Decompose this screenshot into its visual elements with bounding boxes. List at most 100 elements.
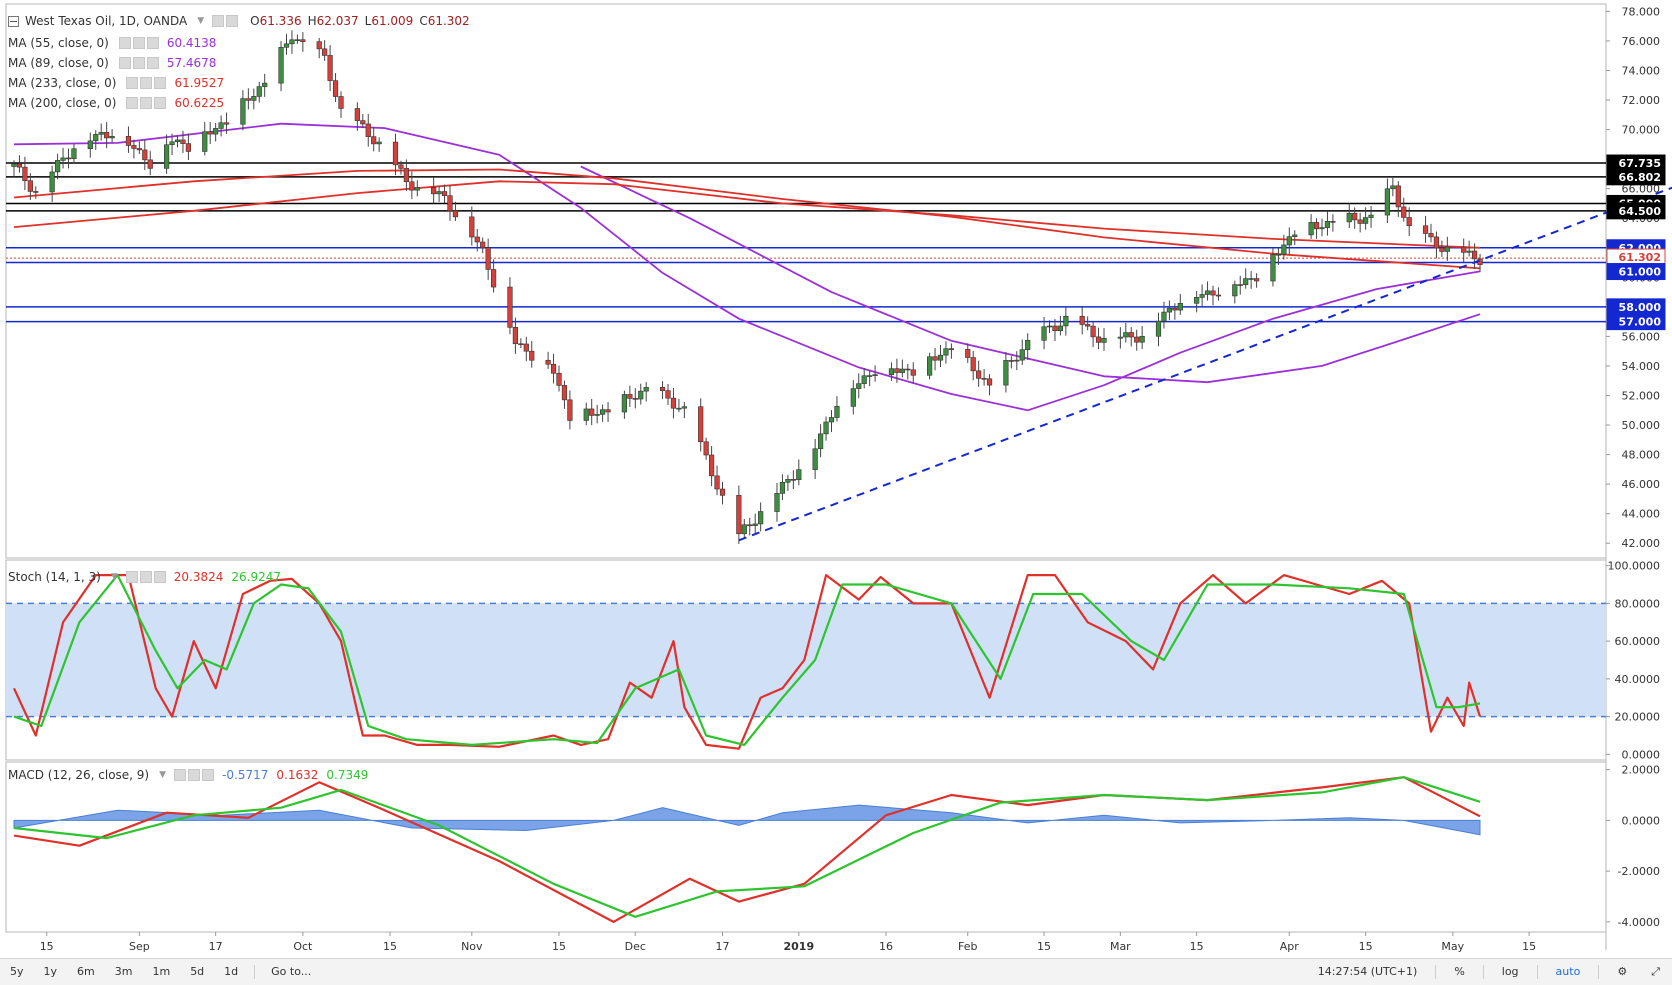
close-icon[interactable] [146,37,159,49]
candle-body [164,144,170,169]
range-1d[interactable]: 1d [224,965,239,978]
percent-toggle[interactable]: % [1454,965,1465,978]
candle-body [714,475,720,490]
price-label-box [1606,313,1666,331]
candle-body [185,143,192,152]
candle-body [436,191,442,195]
candle-body [480,241,486,249]
ma-legend-1: MA (89, close, 0) 57.4678 [8,54,224,72]
candle-body [54,160,61,173]
eye-icon[interactable] [118,37,131,49]
candle-body [376,141,382,145]
price-label-box [1606,263,1666,281]
candle-body [599,409,606,415]
close-icon[interactable] [154,97,167,109]
range-5d[interactable]: 5d [190,965,205,978]
candle-body [392,141,399,166]
range-1m[interactable]: 1m [152,965,171,978]
gear-icon[interactable] [188,769,201,781]
gear-icon[interactable]: ⚙ [1617,965,1628,978]
pane-frame [5,761,1607,933]
candle-body [218,122,224,129]
candle-body [752,523,758,526]
gear-icon[interactable] [139,571,152,583]
collapse-icon[interactable] [8,15,19,27]
gear-icon[interactable] [132,37,145,49]
candle-body [823,421,829,435]
candle-body [93,134,99,142]
candle-body [937,354,944,361]
candle-body [888,368,895,376]
candle-body [147,159,153,169]
toolbar-divider [1598,965,1600,979]
settings-icon[interactable] [212,15,225,27]
log-toggle[interactable]: log [1501,965,1519,978]
range-6m[interactable]: 6m [77,965,95,978]
candle-body [638,390,644,400]
toolbar-divider [1482,965,1484,979]
range-5y[interactable]: 5y [10,965,24,978]
x-tick-label: 15 [1190,940,1204,953]
x-tick-label: 15 [40,940,54,953]
x-tick-label: Sep [129,940,150,953]
close-icon[interactable] [146,57,159,69]
close-icon[interactable] [202,769,215,781]
gear-icon[interactable] [132,57,145,69]
candle-body [1433,236,1440,249]
close-icon[interactable] [153,571,166,583]
x-tick-label: 17 [209,940,223,953]
gear-icon[interactable] [226,15,239,27]
clock-readout[interactable]: 14:27:54 (UTC+1) [1317,965,1418,978]
eye-icon[interactable] [118,57,131,69]
candle-body [1248,278,1254,280]
eye-icon[interactable] [126,97,139,109]
candle-body [1117,336,1123,339]
ma-legend-value: 61.9527 [174,76,225,90]
y-tick-label: 66.000 [1622,183,1661,196]
candle-body [136,148,142,151]
gear-icon[interactable] [140,77,153,89]
candle-body [371,136,377,145]
candle-body [213,128,219,135]
candle-body [1052,325,1058,332]
y-tick-label: 0.0000 [1622,748,1661,761]
candle-body [360,120,366,125]
y-tick-label: 100.0000 [1608,560,1661,573]
candle-body [169,141,175,146]
goto-button[interactable]: Go to... [271,965,312,978]
candle-body [621,394,627,413]
gear-icon[interactable] [140,97,153,109]
fullscreen-icon[interactable]: ⤢ [1651,965,1660,978]
candle-body [98,132,104,135]
candle-body [1232,284,1238,297]
chevron-down-icon[interactable]: ▼ [197,16,205,26]
range-1y[interactable]: 1y [43,965,58,978]
stoch-legend: Stoch (14, 1, 3) ▼ 20.3824 26.9247 [8,568,289,586]
eye-icon[interactable] [126,77,139,89]
candle-body [398,164,404,169]
range-3m[interactable]: 3m [114,965,133,978]
chevron-down-icon[interactable]: ▼ [159,770,167,780]
eye-icon[interactable] [125,571,138,583]
ma-legend-value: 60.6225 [174,96,225,110]
candle-body [414,187,420,191]
chevron-down-icon[interactable]: ▼ [110,572,118,582]
candle-body [289,39,295,45]
stoch-band [6,603,1606,717]
candle-body [758,511,764,525]
close-icon[interactable] [154,77,167,89]
candle-body [970,357,976,372]
candle-body [1324,221,1331,228]
candle-body [850,388,856,407]
candle-body [60,157,66,161]
auto-toggle[interactable]: auto [1555,965,1581,978]
price-label: 67.735 [1619,157,1661,170]
candle-body [332,80,339,97]
candle-body [796,469,802,481]
candle-body [283,43,290,48]
candle-body [327,55,333,81]
stoch-d-value: 26.9247 [231,570,282,584]
candle-body [207,131,213,135]
eye-icon[interactable] [174,769,187,781]
chart-canvas[interactable]: 15 Sep 17 Oct 15 Nov 15 Dec 17 2019 16 Feb 15 Mar 15 Ap… [0,0,1672,958]
